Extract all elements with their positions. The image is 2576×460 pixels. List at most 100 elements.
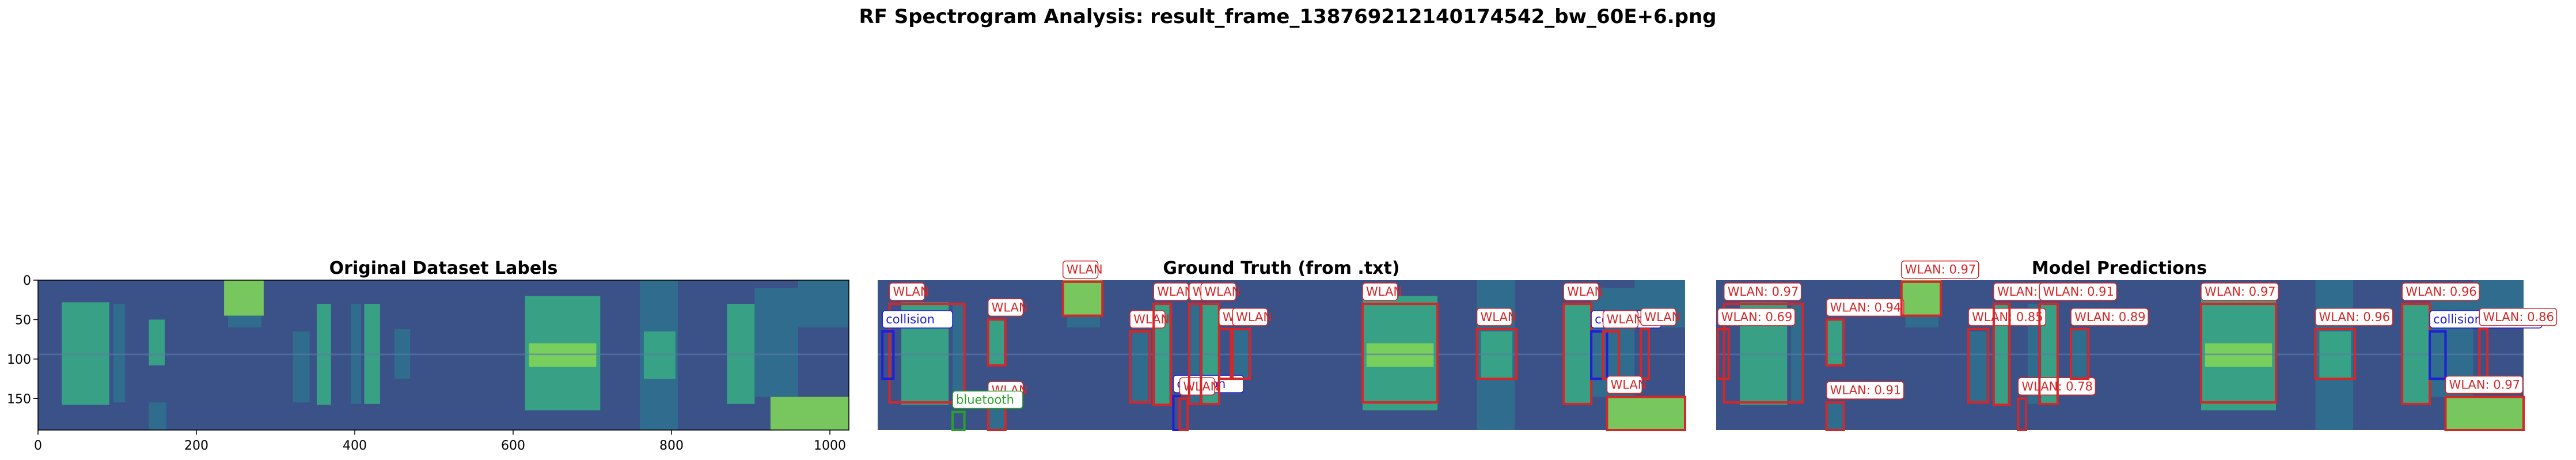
bbox-label-bg — [2315, 308, 2393, 326]
x-tick-label: 200 — [184, 439, 208, 453]
figure-suptitle: RF Spectrogram Analysis: result_frame_13… — [859, 5, 1716, 28]
bbox-label-wlan: WLAN — [1204, 285, 1240, 299]
bbox-label-wlan: WLAN: 0.96 — [2319, 310, 2391, 324]
bbox-label-bg — [1563, 282, 1599, 301]
bbox-label-bg — [882, 310, 953, 329]
panel-model-predictions: Model Predictions WLAN: 0.97 WLAN: 0.69 WL… — [1716, 258, 2558, 432]
x-tick-label: 600 — [501, 439, 525, 453]
bbox-label-wlan: WLAN — [1607, 312, 1643, 326]
bbox-label-wlan: WLAN — [992, 300, 1028, 314]
x-tick-label: 800 — [659, 439, 684, 453]
panel-title-ground-truth: Ground Truth (from .txt) — [1163, 258, 1399, 278]
bbox-label-bg — [1968, 308, 2046, 326]
bbox-wlan — [2070, 327, 2090, 380]
bbox-wlan — [2038, 303, 2059, 405]
bbox-label-bg — [1900, 260, 1979, 279]
bbox-label-bg — [952, 390, 1023, 409]
bbox-label-bg — [1640, 308, 1676, 326]
bbox-label-wlan: WLAN — [1067, 263, 1103, 277]
spectrogram-band — [228, 315, 261, 328]
bbox-label-bg — [1606, 375, 1643, 394]
spectrogram-center-line — [1716, 353, 2524, 356]
y-tick-label: 100 — [7, 353, 31, 367]
spectrogram-band — [770, 397, 849, 430]
bbox-label-wlan: WLAN: 0.97 — [2449, 378, 2520, 392]
bbox-label-bg — [1717, 308, 1796, 326]
spectrogram-band — [1905, 315, 1939, 328]
panel-title-original: Original Dataset Labels — [329, 258, 558, 278]
spectrogram-band — [1901, 280, 1941, 316]
bbox-label-wlan: WLAN — [1236, 310, 1272, 324]
bbox-label-bg — [1232, 308, 1268, 326]
bbox-label-bg — [2445, 375, 2524, 394]
bbox-wlan — [1723, 303, 1804, 404]
bbox-label-bg — [1826, 381, 1905, 399]
bbox-label-wlan: WLAN — [1644, 310, 1680, 324]
bbox-wlan — [2314, 327, 2357, 380]
bbox-label-bg — [1476, 308, 1513, 326]
axes-frame — [37, 280, 849, 431]
bbox-bluetooth — [951, 410, 966, 431]
bbox-label-wlan: WLAN — [1481, 310, 1517, 324]
spectrogram-band — [1607, 397, 1685, 430]
bbox-label-bg — [2201, 282, 2279, 301]
bbox-label-wlan: WLAN: 0.86 — [2483, 310, 2554, 324]
bbox-wlan — [1178, 397, 1189, 432]
y-tick-label: 0 — [23, 274, 31, 288]
bbox-label-wlan: WLAN: 0.91 — [2043, 285, 2114, 299]
bbox-label-bg — [1826, 298, 1905, 317]
bbox-label-bg — [2402, 282, 2480, 301]
bbox-wlan — [1992, 303, 2011, 406]
bbox-wlan — [1129, 330, 1151, 404]
spectrogram-band — [1826, 402, 1844, 430]
bbox-wlan — [1061, 280, 1104, 317]
bbox-label-bluetooth: bluetooth — [956, 393, 1014, 407]
bbox-label-wlan: WLAN — [1133, 312, 1170, 326]
bbox-wlan — [1825, 318, 1845, 367]
y-tick-label: 150 — [7, 392, 31, 406]
bbox-wlan — [987, 318, 1007, 367]
spectrogram-band — [293, 331, 310, 403]
bbox-label-wlan: WLAN: 0.97 — [1728, 285, 1799, 299]
bbox-label-wlan: WLAN — [1567, 285, 1603, 299]
bbox-wlan — [1361, 303, 1439, 404]
spectrogram-band — [798, 280, 849, 328]
bbox-wlan — [2017, 397, 2028, 432]
spectrogram-center-line — [38, 353, 849, 356]
spectrogram-band — [2445, 397, 2524, 430]
bbox-collision — [1590, 330, 1608, 380]
x-tick-label: 1000 — [814, 439, 846, 453]
spectrogram-band — [1970, 331, 1987, 403]
bbox-wlan — [1640, 327, 1651, 380]
y-tick-label: 50 — [15, 313, 31, 327]
bbox-label-bg — [987, 298, 1024, 317]
bbox-label-bg — [2039, 282, 2118, 301]
bbox-label-wlan: WLAN: 0.91 — [1830, 383, 1902, 397]
panel-title-predictions: Model Predictions — [2032, 258, 2207, 278]
spectrogram-band — [149, 402, 166, 430]
bbox-label-bg — [1723, 282, 1802, 301]
bbox-label-wlan: WLAN — [1157, 285, 1193, 299]
bbox-label-bg — [1062, 260, 1099, 279]
bbox-label-wlan: WLAN: 0.96 — [2406, 285, 2477, 299]
bbox-label-bg — [1129, 310, 1166, 329]
bbox-label-bg — [1362, 282, 1398, 301]
bbox-label-wlan: WLAN: 0.69 — [1721, 310, 1793, 324]
spectrogram-band — [1063, 280, 1103, 316]
spectrogram-band — [1791, 304, 1803, 403]
bbox-wlan — [1152, 303, 1173, 406]
bbox-label-wlan: WLAN — [893, 285, 930, 299]
bbox-wlan — [1900, 280, 1943, 317]
spectrogram-band — [1826, 319, 1843, 365]
bbox-label-wlan: WLAN: 0.89 — [2074, 310, 2146, 324]
bbox-wlan — [1967, 327, 1990, 404]
bbox-wlan — [2200, 303, 2278, 404]
bbox-wlan — [1825, 401, 1845, 432]
spectrogram-center-line — [878, 353, 1685, 356]
spectrogram-band — [988, 319, 1004, 365]
bbox-label-collision: collision — [886, 312, 935, 326]
bbox-wlan — [1606, 395, 1686, 431]
bbox-label-bg — [2070, 308, 2149, 326]
panel-ground-truth: Ground Truth (from .txt) WLAN collision WL… — [878, 258, 1686, 432]
